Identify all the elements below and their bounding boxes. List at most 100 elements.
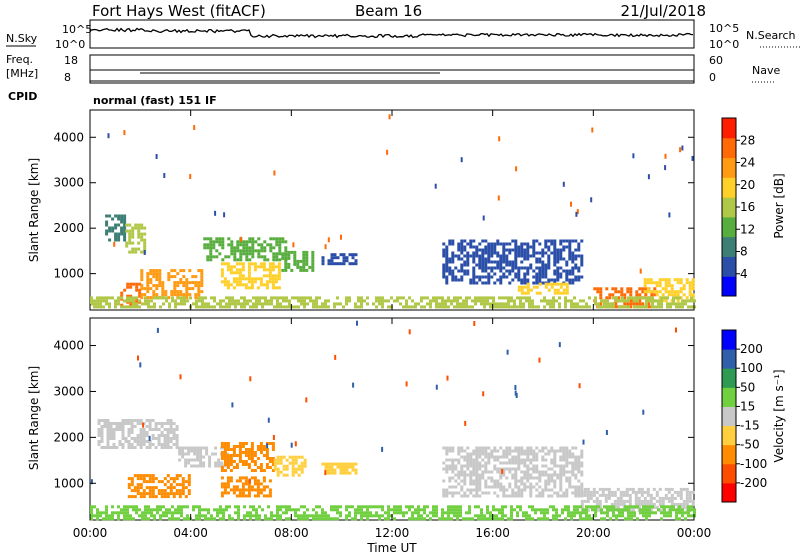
- data-cell: [655, 505, 659, 509]
- data-cell: [185, 284, 189, 288]
- data-cell: [684, 302, 687, 306]
- data-cell: [206, 246, 210, 250]
- data-cell: [523, 473, 527, 477]
- data-cell: [664, 281, 668, 285]
- data-cell: [565, 455, 569, 459]
- data-cell: [357, 296, 360, 300]
- data-cell: [472, 239, 476, 243]
- data-cell: [238, 454, 242, 457]
- data-cell: [559, 458, 563, 462]
- data-cell: [670, 493, 674, 497]
- data-cell: [187, 452, 191, 456]
- data-cell: [585, 511, 588, 515]
- data-cell: [120, 294, 124, 298]
- data-cell: [460, 275, 464, 279]
- data-cell: [228, 302, 231, 306]
- data-cell: [133, 446, 137, 449]
- data-cell: [556, 248, 560, 252]
- data-cell: [550, 473, 554, 477]
- data-cell: [339, 262, 343, 266]
- data-cell: [502, 485, 506, 489]
- data-cell: [297, 473, 301, 477]
- data-cell: [649, 290, 653, 294]
- data-cell: [185, 296, 189, 300]
- data-cell: [175, 428, 179, 431]
- data-cell: [333, 305, 336, 309]
- data-cell: [414, 508, 417, 512]
- data-cell: [180, 511, 183, 515]
- data-cell: [239, 243, 243, 247]
- data-cell: [309, 299, 312, 303]
- data-cell: [271, 265, 275, 269]
- data-cell: [466, 257, 470, 261]
- data-cell: [513, 302, 516, 306]
- colorbar-tick-label: 15: [740, 399, 755, 413]
- data-cell: [107, 133, 110, 139]
- data-cell: [250, 454, 254, 457]
- data-cell: [550, 488, 554, 492]
- data-cell: [510, 514, 513, 518]
- data-cell: [258, 505, 261, 509]
- data-cell: [570, 302, 573, 306]
- data-cell: [357, 299, 360, 303]
- data-cell: [489, 296, 492, 300]
- data-cell: [565, 288, 569, 292]
- data-cell: [238, 283, 242, 287]
- data-cell: [207, 517, 210, 521]
- data-cell: [157, 428, 161, 431]
- data-cell: [139, 419, 143, 422]
- data-cell: [484, 281, 488, 285]
- data-cell: [496, 278, 500, 282]
- data-cell: [106, 440, 110, 443]
- data-cell: [645, 508, 648, 512]
- data-cell: [514, 491, 518, 495]
- data-cell: [114, 223, 118, 227]
- data-cell: [442, 275, 446, 279]
- data-cell: [315, 299, 318, 303]
- data-cell: [514, 260, 518, 264]
- data-cell: [195, 514, 198, 518]
- data-cell: [511, 260, 515, 264]
- data-cell: [237, 302, 240, 306]
- data-cell: [147, 508, 150, 512]
- data-cell: [140, 284, 144, 288]
- data-cell: [496, 263, 500, 267]
- data-cell: [164, 290, 168, 294]
- data-cell: [556, 491, 560, 495]
- data-cell: [265, 466, 269, 469]
- data-cell: [177, 511, 180, 515]
- data-cell: [170, 290, 174, 294]
- data-cell: [312, 302, 315, 306]
- data-cell: [523, 248, 527, 252]
- data-cell: [294, 467, 298, 471]
- data-cell: [369, 511, 372, 515]
- data-cell: [487, 248, 491, 252]
- data-cell: [553, 242, 557, 246]
- data-cell: [220, 445, 224, 448]
- data-cell: [208, 461, 212, 465]
- data-cell: [134, 247, 138, 251]
- data-cell: [223, 488, 227, 492]
- data-cell: [562, 288, 566, 292]
- data-cell: [348, 505, 351, 509]
- data-cell: [676, 290, 680, 294]
- data-cell: [546, 508, 549, 512]
- scatter-region: [220, 476, 272, 498]
- data-cell: [213, 296, 216, 300]
- data-cell: [156, 508, 159, 512]
- data-cell: [161, 284, 165, 288]
- data-cell: [543, 299, 546, 303]
- data-cell: [474, 299, 477, 303]
- data-cell: [162, 505, 165, 509]
- data-cell: [502, 467, 506, 471]
- data-cell: [571, 266, 575, 270]
- data-cell: [291, 305, 294, 309]
- data-cell: [297, 464, 301, 468]
- data-cell: [201, 508, 204, 512]
- data-cell: [678, 296, 681, 300]
- data-cell: [517, 464, 521, 468]
- data-cell: [545, 265, 548, 270]
- data-cell: [238, 445, 242, 448]
- data-cell: [143, 287, 147, 291]
